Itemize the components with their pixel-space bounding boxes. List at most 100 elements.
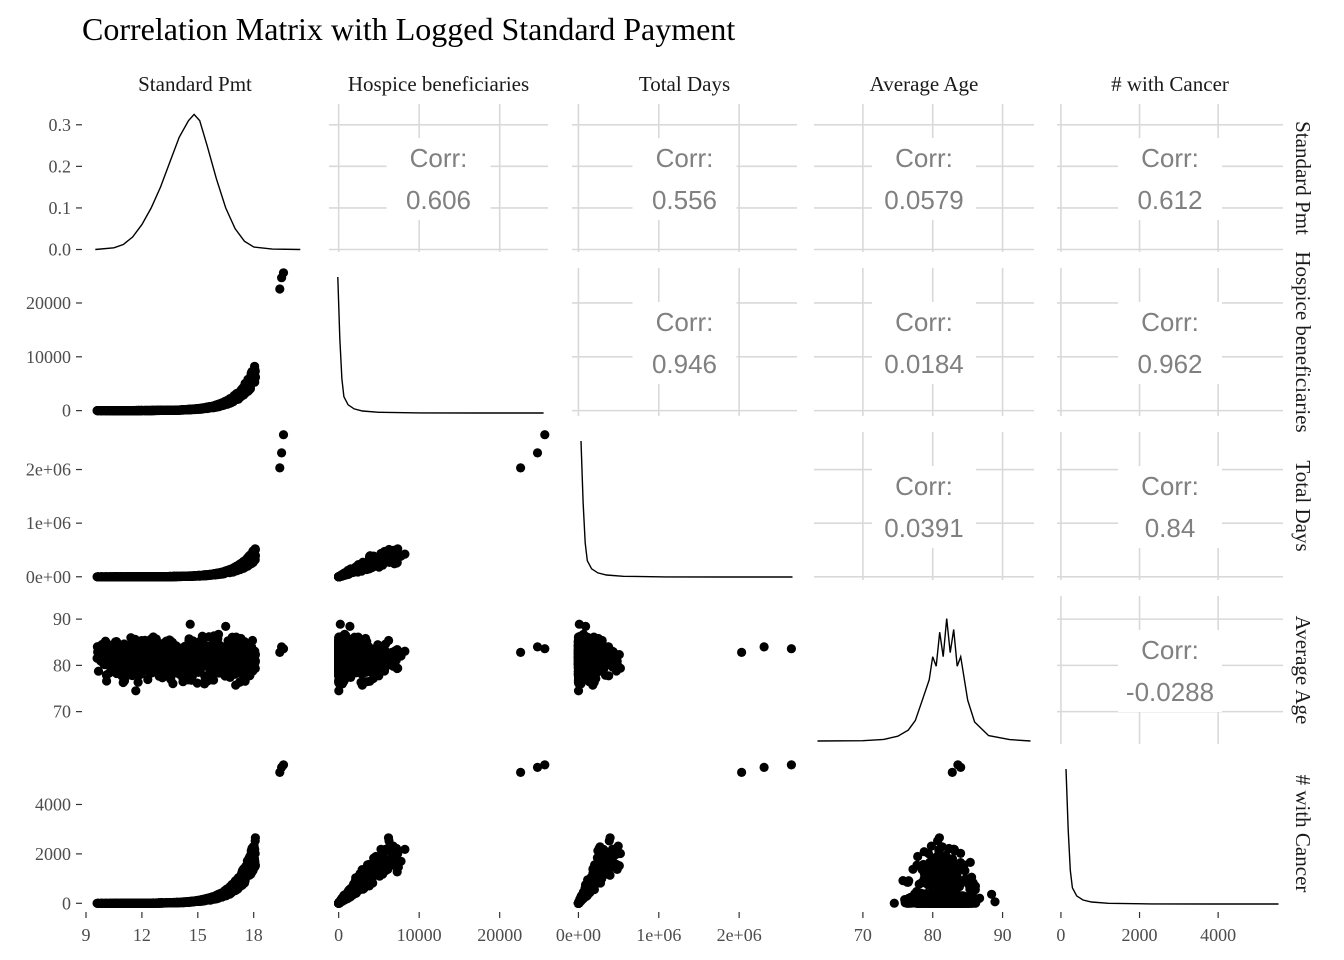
scatter-point bbox=[197, 653, 207, 663]
scatter-point bbox=[250, 656, 260, 666]
scatter-point bbox=[131, 686, 141, 696]
scatter-point bbox=[197, 631, 207, 641]
scatter-point bbox=[350, 632, 360, 642]
scatter-point bbox=[99, 572, 109, 582]
scatter-point bbox=[183, 675, 193, 685]
scatter-point bbox=[353, 566, 363, 576]
scatter-point bbox=[121, 650, 131, 660]
scatter-point bbox=[195, 644, 205, 654]
corr-backdrop bbox=[1118, 466, 1222, 548]
scatter-point bbox=[171, 645, 181, 655]
corr-backdrop bbox=[872, 466, 976, 548]
scatter-point bbox=[232, 392, 242, 402]
scatter-point bbox=[92, 642, 102, 652]
outlier-point bbox=[277, 448, 287, 458]
scatter-panel-average-age-vs-hospice-beneficiaries bbox=[334, 619, 550, 696]
scatter-point bbox=[209, 659, 219, 669]
scatter-point bbox=[99, 659, 109, 669]
density-curve-total-days bbox=[580, 440, 793, 578]
scatter-point bbox=[162, 637, 172, 647]
scatter-point bbox=[243, 379, 254, 390]
scatter-point bbox=[151, 405, 161, 416]
outlier-point bbox=[275, 647, 285, 658]
scatter-point bbox=[151, 666, 161, 676]
outlier-point bbox=[278, 430, 289, 440]
chart-title: Correlation Matrix with Logged Standard … bbox=[82, 11, 735, 47]
scatter-point bbox=[390, 646, 400, 656]
scatter-point bbox=[183, 654, 194, 664]
scatter-point bbox=[227, 632, 237, 642]
scatter-point bbox=[243, 640, 254, 650]
scatter-point bbox=[123, 670, 133, 681]
scatter-point bbox=[168, 572, 178, 582]
scatter-panel-total-days-vs-standard-pmt bbox=[92, 430, 289, 582]
scatter-point bbox=[335, 619, 345, 629]
scatter-point bbox=[213, 634, 223, 644]
scatter-point bbox=[138, 572, 148, 582]
scatter-point bbox=[138, 405, 148, 416]
scatter-point bbox=[121, 572, 131, 582]
scatter-point bbox=[183, 404, 194, 415]
scatter-point bbox=[184, 638, 194, 648]
scatter-point bbox=[574, 619, 584, 629]
scatter-point bbox=[130, 406, 140, 416]
corr-backdrop bbox=[872, 138, 976, 220]
corr-backdrop bbox=[386, 138, 491, 220]
scatter-point bbox=[221, 621, 231, 632]
scatter-point bbox=[112, 668, 122, 679]
scatter-point bbox=[250, 372, 260, 382]
scatter-point bbox=[335, 571, 345, 581]
scatter-point bbox=[372, 649, 382, 660]
scatter-point bbox=[176, 662, 186, 672]
outlier-point bbox=[532, 448, 543, 458]
scatter-point bbox=[121, 406, 131, 416]
scatter-point bbox=[183, 571, 194, 581]
scatter-panel-average-age-vs-standard-pmt bbox=[92, 619, 289, 696]
scatter-point bbox=[243, 556, 254, 566]
scatter-point bbox=[222, 655, 232, 665]
scatter-point bbox=[373, 640, 383, 650]
scatter-point bbox=[199, 677, 210, 687]
scatter-point bbox=[220, 671, 230, 681]
scatter-point bbox=[176, 405, 186, 415]
outlier-point bbox=[277, 273, 287, 283]
outlier-point bbox=[540, 430, 550, 440]
outlier-point bbox=[516, 463, 526, 473]
corr-backdrop bbox=[632, 138, 737, 220]
scatter-point bbox=[138, 652, 148, 663]
scatter-point bbox=[130, 660, 140, 671]
outlier-point bbox=[532, 642, 543, 652]
scatter-point bbox=[222, 566, 232, 576]
scatter-point bbox=[335, 654, 345, 664]
scatter-point bbox=[214, 647, 224, 657]
scatter-point bbox=[133, 677, 143, 687]
outlier-point bbox=[275, 284, 285, 294]
scatter-panel-hospice-beneficiaries-vs-standard-pmt bbox=[92, 268, 289, 416]
scatter-point bbox=[197, 570, 207, 580]
scatter-point bbox=[232, 660, 242, 670]
scatter-point bbox=[373, 556, 383, 566]
scatter-point bbox=[232, 566, 242, 576]
outlier-point bbox=[516, 647, 526, 658]
scatter-point bbox=[222, 395, 232, 405]
scatter-point bbox=[352, 643, 362, 653]
scatter-point bbox=[102, 676, 112, 686]
scatter-point bbox=[138, 644, 148, 654]
scatter-point bbox=[130, 572, 140, 582]
corr-backdrop bbox=[632, 302, 737, 384]
scatter-point bbox=[99, 406, 109, 416]
scatter-point bbox=[383, 656, 394, 666]
scatter-panel-average-age-vs-total-days bbox=[573, 619, 797, 696]
scatter-point bbox=[384, 635, 394, 646]
grid-layer bbox=[329, 104, 1283, 744]
corr-backdrop bbox=[872, 302, 976, 384]
scatter-point bbox=[250, 551, 260, 561]
scatter-point bbox=[193, 667, 203, 678]
corr-backdrop bbox=[1118, 630, 1222, 712]
scatter-point bbox=[345, 621, 355, 632]
scatter-point bbox=[185, 619, 195, 629]
scatter-point bbox=[365, 644, 375, 654]
scatter-point bbox=[367, 666, 377, 676]
scatter-point bbox=[102, 639, 113, 649]
